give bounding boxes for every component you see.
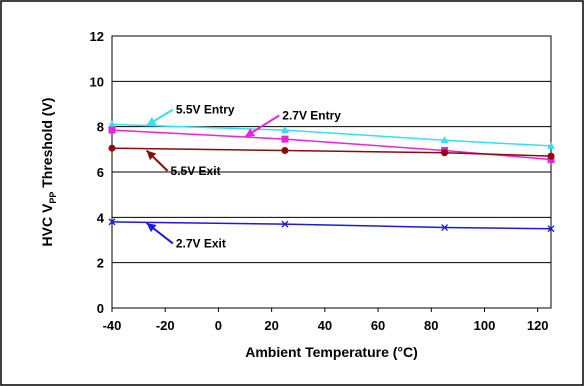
annotations: 5.5V Entry 2.7V Entry 5.5V Exit 2.7V Exit — [145, 103, 341, 250]
series-5.5V Exit — [108, 144, 555, 160]
x-tick-label: -40 — [103, 318, 122, 333]
data-point-marker — [108, 126, 116, 134]
data-point-stroke — [281, 220, 289, 228]
series-layer — [108, 120, 555, 233]
series-line — [111, 221, 552, 230]
annotation-arrowhead — [245, 128, 256, 137]
x-tick-label: 20 — [264, 318, 278, 333]
y-tick-label: 12 — [90, 29, 104, 44]
x-tick-label: 120 — [527, 318, 549, 333]
y-tick-label: 2 — [97, 256, 104, 271]
data-point-marker — [281, 146, 289, 154]
data-point-stroke — [441, 224, 449, 231]
data-point-marker — [441, 149, 449, 157]
annotation-label: 5.5V Entry — [176, 103, 235, 117]
y-axis-title-prefix: HVC V — [39, 203, 55, 246]
series-line — [111, 123, 552, 147]
y-tick-label: 4 — [97, 210, 105, 225]
y-tick-label: 6 — [97, 165, 104, 180]
data-point-marker — [281, 135, 289, 143]
y-axis-title: HVC VPP Threshold (V) — [39, 98, 58, 247]
data-point-marker — [280, 126, 289, 134]
data-point-marker — [441, 224, 449, 231]
plot-area-border — [111, 35, 552, 309]
annotation-arrowhead — [146, 150, 157, 160]
x-tick-label: 0 — [215, 318, 222, 333]
series-2.7V Exit — [108, 218, 555, 233]
y-axis-title-suffix: Threshold (V) — [39, 98, 55, 192]
data-point-marker — [547, 152, 555, 160]
x-tick-label: 100 — [474, 318, 496, 333]
annotation-label: 2.7V Exit — [176, 236, 226, 250]
x-tick-label: -20 — [156, 318, 175, 333]
x-tick-label: 80 — [424, 318, 438, 333]
tick-labels: 0 2 4 6 8 10 12 -40 -20 0 20 40 60 80 100 120 — [90, 29, 549, 333]
annotation-label: 5.5V Exit — [171, 164, 221, 178]
data-point-marker — [108, 144, 116, 152]
y-axis-title-subscript: PP — [48, 192, 58, 204]
data-point-marker — [108, 218, 116, 226]
annotation-arrowhead — [146, 223, 157, 233]
data-point-marker — [108, 120, 116, 128]
annotation-label: 2.7V Entry — [282, 108, 341, 122]
y-tick-label: 10 — [90, 74, 104, 89]
y-tick-label: 0 — [97, 301, 104, 316]
data-point-marker — [281, 220, 289, 228]
x-axis-title: Ambient Temperature (°C) — [245, 344, 418, 360]
data-point-stroke — [108, 218, 116, 226]
data-point-marker — [547, 225, 555, 233]
x-tick-label: 60 — [371, 318, 385, 333]
y-tick-label: 8 — [97, 120, 104, 135]
annotation-arrowhead — [146, 117, 157, 126]
data-point-stroke — [547, 225, 555, 233]
series-5.5V Entry — [108, 120, 555, 149]
x-tick-label: 40 — [318, 318, 332, 333]
data-point-marker — [440, 136, 449, 144]
series-line — [111, 147, 552, 157]
data-point-marker — [547, 141, 555, 149]
